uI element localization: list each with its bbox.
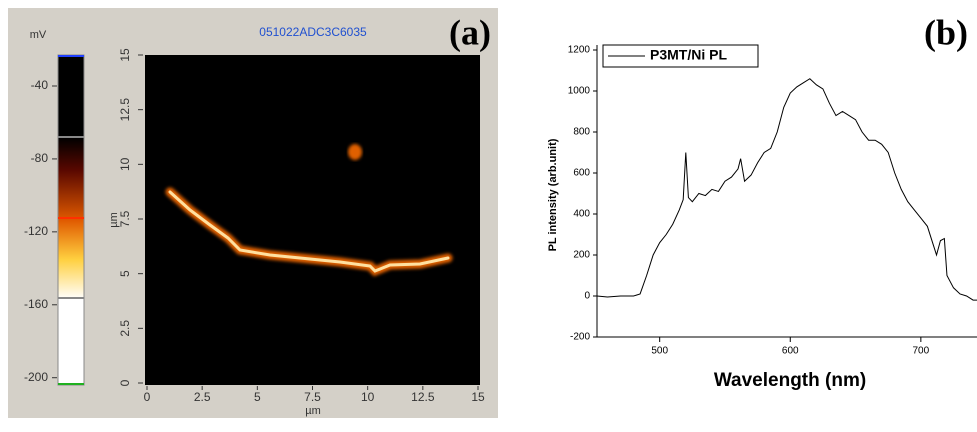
x-tick-label: 7.5 <box>304 390 321 404</box>
colorbar-label: mV <box>30 29 47 41</box>
colorbar <box>57 54 85 386</box>
axes-a: (a) 051022ADC3C6035 µm µm 0 2.5 5 7.5 10 12.5 15 0 2… <box>24 12 491 417</box>
x-tick-label: 15 <box>471 390 485 404</box>
axes-b: (b) -200 0 200 400 600 800 1000 1200 500 600 700 Wav… <box>547 12 977 391</box>
x-tick-label: 10 <box>361 390 375 404</box>
x-tick-label: 12.5 <box>411 390 435 404</box>
colorbar-tick-label: -200 <box>24 370 48 384</box>
y-axis-label: µm <box>108 212 120 228</box>
y-tick-label: -200 <box>570 332 590 343</box>
x-tick-label: 0 <box>144 390 151 404</box>
x-tick-label: 2.5 <box>194 390 211 404</box>
x-tick-label: 5 <box>254 390 261 404</box>
legend-box <box>602 44 759 68</box>
colorbar-tick-label: -80 <box>31 151 49 165</box>
x-axis-label: µm <box>305 405 321 417</box>
y-tick-label: 12.5 <box>118 98 132 122</box>
legend-label: P3MT/Ni PL <box>650 47 727 63</box>
panel-label: (a) <box>449 12 491 52</box>
y-tick-label: 0 <box>118 379 132 386</box>
x-tick-label: 600 <box>782 346 799 357</box>
particle <box>348 144 362 160</box>
y-tick-label: 1200 <box>568 45 591 56</box>
image <box>145 55 480 385</box>
x-axis-label: Wavelength (nm) <box>714 370 866 391</box>
series-line <box>596 78 977 301</box>
x-tick-label: 500 <box>651 346 668 357</box>
y-tick-label: 600 <box>573 168 590 179</box>
y-tick-label: 7.5 <box>118 210 132 227</box>
colorbar-tick-label: -160 <box>24 297 48 311</box>
wire <box>165 144 453 277</box>
panel-label: (b) <box>924 12 968 52</box>
y-tick-label: 0 <box>584 291 590 302</box>
y-tick-label: 10 <box>118 157 132 171</box>
y-tick-label: 1000 <box>568 86 591 97</box>
colorbar-tick-label: -40 <box>31 78 49 92</box>
colorbar-tick-label: -120 <box>24 224 48 238</box>
y-tick-label: 15 <box>118 48 132 62</box>
y-tick-label: 5 <box>118 270 132 277</box>
y-tick-label: 2.5 <box>118 320 132 337</box>
y-tick-label: 800 <box>573 127 590 138</box>
y-tick-label: 200 <box>573 250 590 261</box>
y-axis-label: PL intensity (arb.unit) <box>547 138 559 251</box>
wire-core <box>168 190 450 273</box>
x-tick-label: 700 <box>913 346 930 357</box>
y-tick-label: 400 <box>573 209 590 220</box>
image-title: 051022ADC3C6035 <box>259 25 367 39</box>
